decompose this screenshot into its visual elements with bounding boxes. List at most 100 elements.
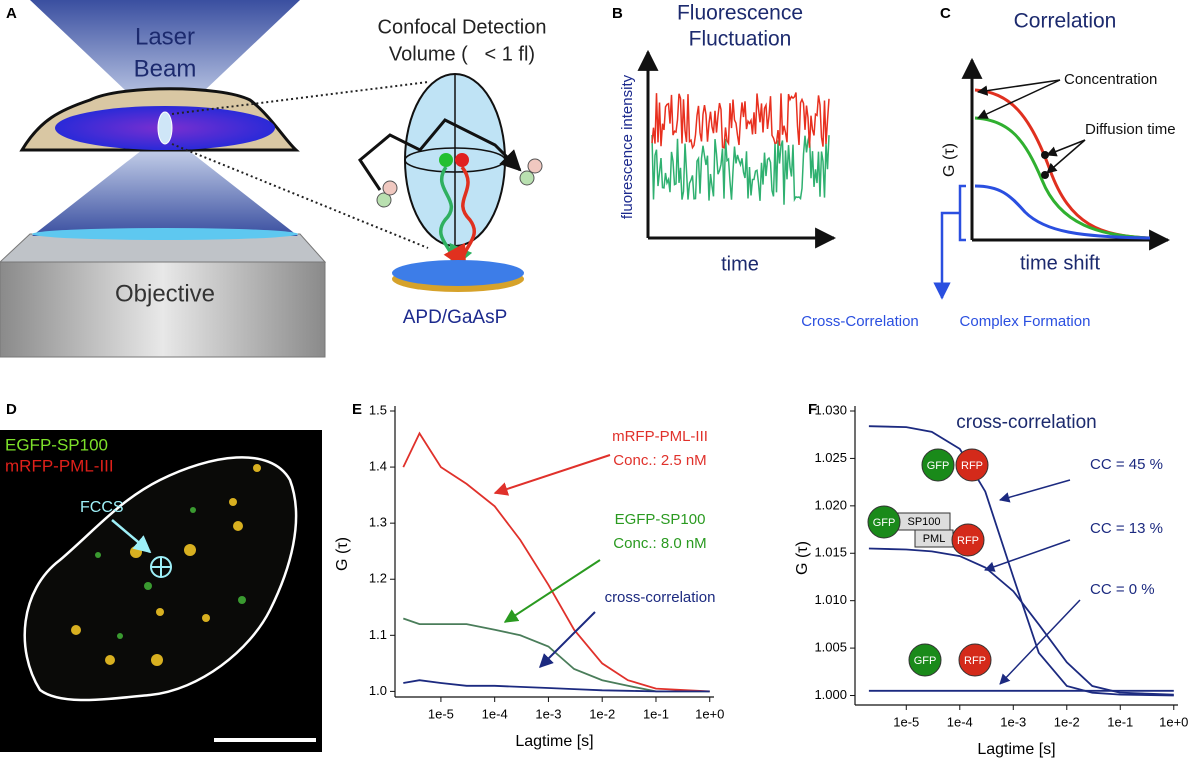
annotation: Diffusion time	[1085, 121, 1176, 138]
y-tick-label: 1.4	[369, 459, 387, 474]
protein	[958, 643, 992, 677]
molecule	[527, 158, 543, 174]
arrow	[1046, 139, 1086, 157]
objective-label: Objective	[115, 280, 215, 307]
curve	[974, 116, 1151, 240]
annotation: Complex Formation	[960, 313, 1091, 330]
x-tick-label: 1e+0	[695, 706, 724, 721]
y-tick-label: 1.5	[369, 402, 387, 417]
panel-label: F	[808, 401, 817, 418]
laser-label: Beam	[134, 55, 197, 82]
protein-label: RFP	[961, 460, 983, 472]
annotation: Conc.: 8.0 nM	[613, 535, 706, 552]
y-tick-label: 1.2	[369, 571, 387, 586]
molecule	[382, 180, 398, 196]
panel-title: Fluorescence	[677, 2, 803, 25]
protein-label: GFP	[927, 460, 950, 472]
protein-label: PML	[923, 533, 946, 545]
objective-body	[0, 261, 326, 358]
annotation: CC = 45 %	[1090, 456, 1163, 473]
panel-title: Fluctuation	[689, 28, 792, 51]
noise-trace	[651, 134, 830, 205]
arrow	[503, 559, 601, 623]
diffusion-path	[358, 118, 522, 191]
protein	[955, 448, 989, 482]
axis-label: time shift	[1020, 252, 1100, 274]
y-tick-label: 1.010	[814, 592, 847, 607]
protein-label: RFP	[964, 655, 986, 667]
y-tick-label: 1.025	[814, 450, 847, 465]
laser-cone	[30, 0, 300, 128]
y-tick-label: 1.0	[369, 683, 387, 698]
chart-title: cross-correlation	[956, 412, 1096, 433]
protein-label: RFP	[957, 535, 979, 547]
protein-label: GFP	[873, 517, 896, 529]
focal-volume	[157, 111, 173, 145]
panel-d: D FCCS EGFP-SP100 mRFP-PML-III	[0, 401, 322, 752]
x-tick-label: 1e-5	[893, 714, 919, 729]
x-tick-label: 1e-3	[1000, 714, 1026, 729]
protein-label: SP100	[907, 516, 940, 528]
annotation: mRFP-PML-III	[612, 428, 708, 445]
axis-label: G (τ)	[794, 541, 811, 575]
y-tick-label: 1.020	[814, 497, 847, 512]
series-line	[868, 425, 1174, 697]
panel-a: A Laser Beam Objective Confocal Detectio…	[0, 0, 546, 358]
detector	[392, 260, 524, 286]
x-tick-label: 1e-4	[482, 706, 508, 721]
axis-label: Lagtime [s]	[515, 733, 593, 750]
laser-cone-lower	[32, 132, 298, 236]
annotation: Conc.: 2.5 nM	[613, 452, 706, 469]
molecule	[455, 153, 469, 167]
annotation: cross-correlation	[605, 589, 716, 606]
panel-label: A	[6, 5, 17, 22]
arrow	[111, 519, 152, 554]
emission-red	[443, 165, 476, 271]
y-tick-label: 1.005	[814, 640, 847, 655]
series-line	[403, 679, 710, 693]
arrow	[998, 479, 1071, 503]
channel-label: mRFP-PML-III	[5, 456, 114, 475]
x-tick-label: 1e-1	[1107, 714, 1133, 729]
y-tick-label: 1.000	[814, 687, 847, 702]
y-tick-label: 1.3	[369, 515, 387, 530]
axis-label: Lagtime [s]	[977, 741, 1055, 758]
cell-outline	[23, 456, 298, 702]
y-tick-label: 1.1	[369, 627, 387, 642]
annotation: CC = 13 %	[1090, 520, 1163, 537]
x-tick-label: 1e-2	[589, 706, 615, 721]
panel-b: B Fluorescence Fluctuation fluorescence …	[612, 2, 837, 275]
annotation: Cross-Correlation	[801, 313, 919, 330]
arrow	[493, 454, 611, 496]
annotation: CC = 0 %	[1090, 581, 1155, 598]
curve	[974, 184, 1151, 240]
arrow	[1046, 139, 1086, 174]
panel-c: C Correlation Concentration Diffusion ti…	[801, 5, 1175, 330]
protein-label: GFP	[914, 655, 937, 667]
annotation: EGFP-SP100	[615, 511, 706, 528]
panel-title: Correlation	[1014, 10, 1117, 33]
series-line	[403, 617, 710, 693]
fccs-spot	[151, 557, 171, 577]
axis-label: G (τ)	[334, 537, 351, 571]
annotation: Concentration	[1064, 71, 1157, 88]
axis-label: time	[721, 253, 759, 275]
molecule	[439, 153, 453, 167]
noise-trace	[651, 92, 830, 150]
panel-label: C	[940, 5, 951, 22]
panel-label: E	[352, 401, 362, 418]
protein	[921, 448, 955, 482]
volume-size: Volume ( < 1 fl)	[389, 43, 535, 65]
molecule	[376, 192, 392, 208]
x-tick-label: 1e-1	[643, 706, 669, 721]
axis-label: fluorescence intensity	[619, 74, 636, 219]
protein	[908, 643, 942, 677]
series-line	[868, 547, 1174, 696]
protein	[867, 505, 901, 539]
y-tick-label: 1.015	[814, 545, 847, 560]
arrow	[977, 79, 1061, 119]
zoom-line	[171, 143, 429, 249]
molecule	[519, 170, 535, 186]
x-tick-label: 1e-2	[1054, 714, 1080, 729]
